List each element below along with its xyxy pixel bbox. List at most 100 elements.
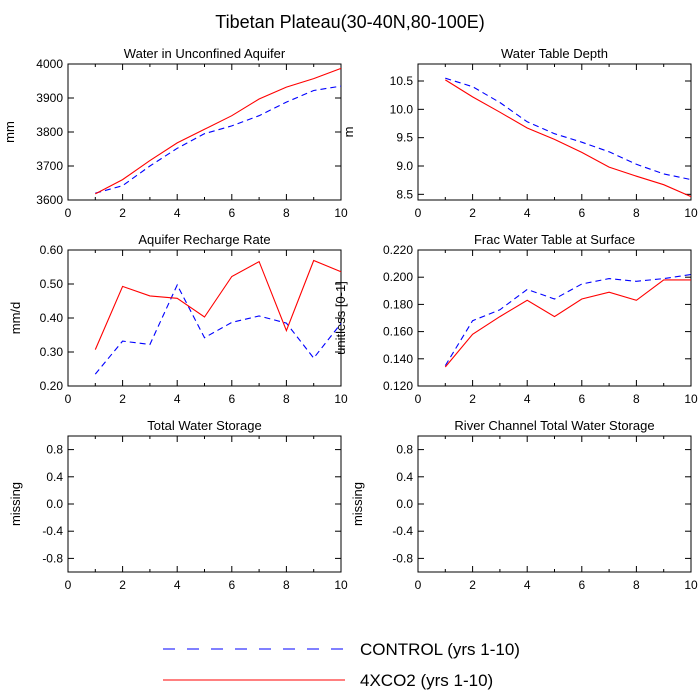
x-tick-label: 6 — [228, 206, 235, 220]
x-tick-label: 0 — [415, 578, 422, 592]
y-tick-label: 0.50 — [40, 277, 64, 291]
y-tick-label: 0.60 — [40, 243, 64, 257]
y-tick-label: 0.30 — [40, 345, 64, 359]
panel-river-channel-storage: River Channel Total Water Storage missing… — [350, 418, 698, 592]
x-tick-label: 4 — [524, 206, 531, 220]
y-tick-label: 0.4 — [46, 470, 63, 484]
plot-frame — [417, 63, 692, 201]
y-tick-label: 0.160 — [383, 325, 413, 339]
y-tick-label: 0.0 — [396, 497, 413, 511]
y-axis-label: unitless [0-1] — [333, 281, 348, 355]
figure-title: Tibetan Plateau(30-40N,80-100E) — [215, 12, 485, 32]
y-tick-label: 8.5 — [396, 187, 413, 201]
x-tick-label: 6 — [578, 206, 585, 220]
y-tick-label: 0.180 — [383, 297, 413, 311]
x-tick-label: 4 — [524, 578, 531, 592]
series-line-control — [95, 85, 342, 194]
x-tick-label: 10 — [684, 392, 698, 406]
x-tick-label: 2 — [119, 206, 126, 220]
series-line-control — [444, 273, 692, 366]
y-tick-label: 4000 — [36, 57, 63, 71]
x-tick-label: 0 — [415, 392, 422, 406]
panel-title: Frac Water Table at Surface — [474, 232, 635, 247]
x-tick-label: 2 — [119, 392, 126, 406]
x-tick-label: 6 — [578, 578, 585, 592]
y-tick-label: 0.220 — [383, 243, 413, 257]
plot-frame — [67, 435, 342, 573]
series-line-co2 — [444, 279, 691, 368]
y-tick-label: -0.4 — [42, 524, 63, 538]
y-axis-label: missing — [350, 482, 365, 526]
x-tick-label: 2 — [469, 578, 476, 592]
x-tick-label: 4 — [524, 392, 531, 406]
y-tick-label: 0.8 — [396, 443, 413, 457]
panel-title: Aquifer Recharge Rate — [138, 232, 270, 247]
x-tick-label: 8 — [633, 392, 640, 406]
y-tick-label: -0.4 — [392, 524, 413, 538]
x-tick-label: 10 — [334, 578, 348, 592]
panels: Water in Unconfined Aquifer mm 0 2 4 6 8 10 3600… — [2, 46, 698, 592]
x-tick-label: 8 — [633, 578, 640, 592]
x-tick-label: 6 — [578, 392, 585, 406]
x-tick-label: 8 — [633, 206, 640, 220]
y-tick-label: 10.0 — [390, 102, 414, 116]
series-line-co2 — [445, 79, 692, 198]
x-tick-label: 10 — [334, 206, 348, 220]
x-tick-label: 0 — [65, 392, 72, 406]
legend-label: CONTROL (yrs 1-10) — [360, 640, 520, 659]
x-tick-label: 6 — [228, 392, 235, 406]
x-tick-label: 4 — [174, 392, 181, 406]
y-tick-label: 10.5 — [390, 74, 414, 88]
series-line-co2 — [94, 259, 342, 350]
legend: CONTROL (yrs 1-10) 4XCO2 (yrs 1-10) — [163, 640, 520, 690]
x-tick-label: 6 — [228, 578, 235, 592]
panel-frac-water-table-surface: Frac Water Table at Surface unitless [0-1… — [333, 232, 698, 406]
y-tick-label: 0.0 — [46, 497, 63, 511]
y-tick-label: 0.40 — [40, 311, 64, 325]
x-tick-label: 10 — [684, 578, 698, 592]
series-line-control — [445, 77, 692, 181]
y-tick-label: 0.140 — [383, 352, 413, 366]
y-tick-label: 0.200 — [383, 270, 413, 284]
x-tick-label: 2 — [119, 578, 126, 592]
y-tick-label: 0.8 — [46, 443, 63, 457]
y-tick-label: -0.8 — [392, 551, 413, 565]
plot-frame — [67, 63, 342, 201]
panel-title: Water Table Depth — [501, 46, 608, 61]
x-tick-label: 0 — [65, 206, 72, 220]
y-tick-label: 3900 — [36, 91, 63, 105]
panel-total-water-storage: Total Water Storage missing 0 2 4 6 8 10 -0.8 -0.… — [8, 418, 348, 592]
x-tick-label: 8 — [283, 392, 290, 406]
y-tick-label: -0.8 — [42, 551, 63, 565]
y-axis-label: m — [341, 127, 356, 138]
y-tick-label: 3700 — [36, 159, 63, 173]
x-tick-label: 4 — [174, 206, 181, 220]
x-tick-label: 2 — [469, 392, 476, 406]
x-tick-label: 2 — [469, 206, 476, 220]
x-tick-label: 10 — [684, 206, 698, 220]
panel-title: River Channel Total Water Storage — [454, 418, 654, 433]
y-tick-label: 0.4 — [396, 470, 413, 484]
y-axis-label: mm/d — [8, 302, 23, 335]
plot-frame — [417, 249, 692, 387]
y-tick-label: 3800 — [36, 125, 63, 139]
x-tick-label: 4 — [174, 578, 181, 592]
panel-water-table-depth: Water Table Depth m 0 2 4 6 8 10 8.5 9.0 9.5 10.0 10… — [341, 46, 698, 220]
series-line-co2 — [95, 67, 342, 195]
panel-title: Water in Unconfined Aquifer — [124, 46, 286, 61]
y-tick-label: 0.20 — [40, 379, 64, 393]
x-tick-label: 10 — [334, 392, 348, 406]
x-tick-label: 8 — [283, 578, 290, 592]
y-tick-label: 9.0 — [396, 159, 413, 173]
panel-water-unconfined-aquifer: Water in Unconfined Aquifer mm 0 2 4 6 8 10 3600… — [2, 46, 348, 220]
y-axis-label: missing — [8, 482, 23, 526]
legend-label: 4XCO2 (yrs 1-10) — [360, 671, 493, 690]
x-tick-label: 0 — [415, 206, 422, 220]
series-line-control — [94, 283, 342, 375]
y-tick-label: 0.120 — [383, 379, 413, 393]
panel-title: Total Water Storage — [147, 418, 261, 433]
plot-frame — [417, 435, 692, 573]
y-tick-label: 3600 — [36, 193, 63, 207]
x-tick-label: 8 — [283, 206, 290, 220]
